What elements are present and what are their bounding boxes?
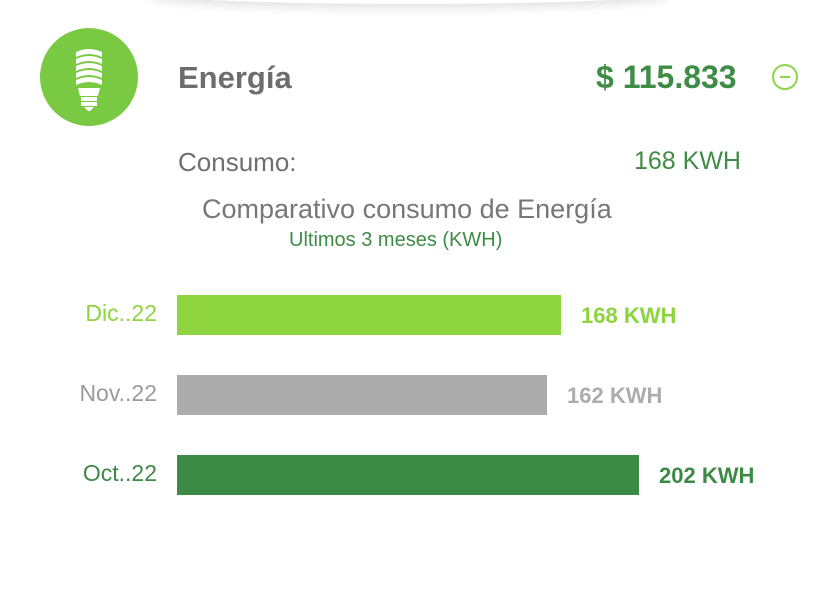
bar-category-label: Dic..22 xyxy=(85,300,157,326)
bar-category-label: Oct..22 xyxy=(82,460,157,486)
bar-dic22 xyxy=(177,295,561,335)
lightbulb-icon xyxy=(40,28,138,126)
amount-value: $ 115.833 xyxy=(596,59,737,95)
bar-oct22 xyxy=(177,455,639,495)
bar-nov22 xyxy=(177,375,547,415)
consumo-value: 168 KWH xyxy=(634,147,741,175)
bar-value-label: 202 KWH xyxy=(659,463,755,488)
consumo-label: Consumo: xyxy=(178,147,297,177)
section-title: Energía xyxy=(178,60,292,95)
bar-value-label: 162 KWH xyxy=(567,383,663,408)
comparison-title: Comparativo consumo de Energía xyxy=(202,194,612,224)
card-top-shadow xyxy=(150,0,670,4)
comparison-subtitle: Ultimos 3 meses (KWH) xyxy=(289,229,503,251)
bar-value-label: 168 KWH xyxy=(581,303,677,328)
bar-category-label: Nov..22 xyxy=(79,380,157,406)
minus-circle-icon[interactable] xyxy=(772,64,798,90)
